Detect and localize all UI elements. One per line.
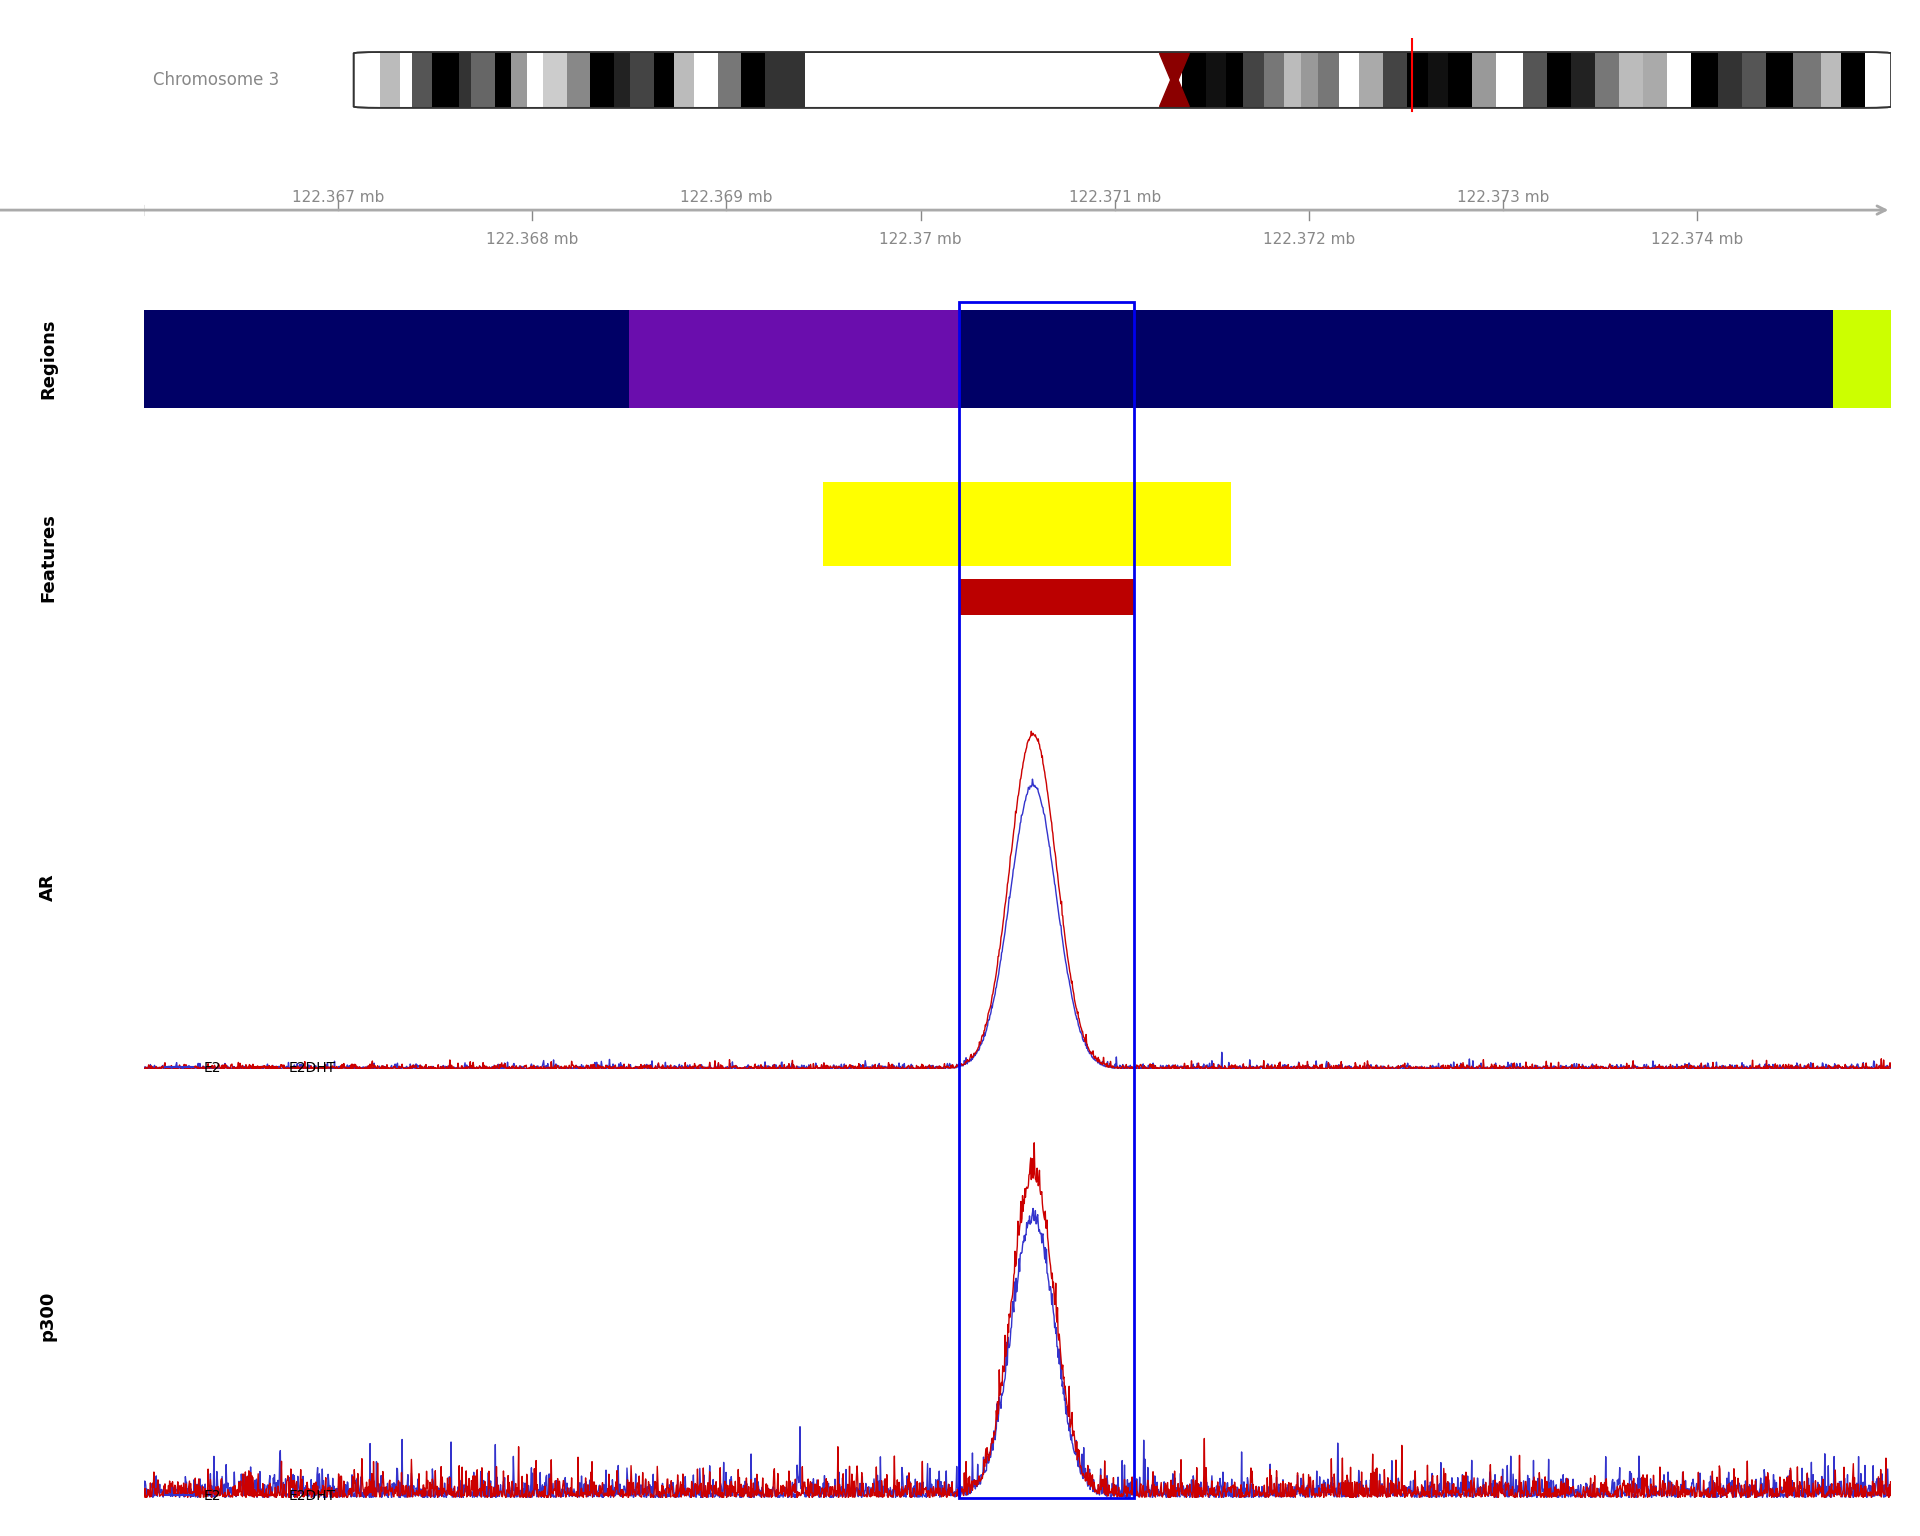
Bar — [630, 310, 960, 409]
Text: 122.373 mb: 122.373 mb — [1457, 189, 1549, 204]
Legend: E2, E2DHT: E2, E2DHT — [159, 1484, 342, 1508]
Bar — [960, 579, 1135, 616]
Bar — [1302, 54, 1319, 106]
Bar — [1667, 54, 1692, 106]
Bar — [1834, 310, 1891, 409]
Bar — [1571, 54, 1596, 106]
Bar — [1741, 54, 1766, 106]
Bar — [1359, 54, 1384, 106]
Bar — [1523, 54, 1548, 106]
Bar — [470, 54, 495, 106]
Text: 122.367 mb: 122.367 mb — [292, 189, 384, 204]
Bar — [674, 54, 693, 106]
Bar — [144, 310, 630, 409]
Bar — [1619, 54, 1644, 106]
Text: 122.368 mb: 122.368 mb — [486, 232, 578, 247]
Bar — [655, 54, 674, 106]
Bar — [1244, 54, 1263, 106]
Bar — [1548, 54, 1571, 106]
Text: 122.369 mb: 122.369 mb — [680, 189, 772, 204]
Bar — [1793, 54, 1820, 106]
Text: 122.37 mb: 122.37 mb — [879, 232, 962, 247]
Bar — [1206, 54, 1227, 106]
Bar — [1820, 54, 1841, 106]
Polygon shape — [1160, 54, 1188, 106]
Bar — [459, 54, 470, 106]
Bar — [380, 54, 399, 106]
Bar — [718, 54, 741, 106]
Bar — [1183, 54, 1206, 106]
Bar — [1644, 54, 1667, 106]
Bar — [1263, 54, 1284, 106]
Bar — [1473, 54, 1496, 106]
Text: 122.372 mb: 122.372 mb — [1263, 232, 1356, 247]
Bar — [1319, 54, 1338, 106]
Bar — [693, 54, 718, 106]
FancyBboxPatch shape — [353, 52, 1891, 108]
Bar — [824, 482, 1231, 565]
Bar — [630, 54, 655, 106]
Text: 122.371 mb: 122.371 mb — [1069, 189, 1162, 204]
Text: Regions: Regions — [38, 319, 58, 399]
Bar — [1338, 54, 1359, 106]
Bar — [495, 54, 511, 106]
Bar — [411, 54, 432, 106]
Bar — [432, 54, 459, 106]
Legend: E2, E2DHT: E2, E2DHT — [159, 1055, 342, 1080]
Text: Chromosome 3: Chromosome 3 — [154, 71, 278, 89]
Bar — [399, 54, 411, 106]
Text: p300: p300 — [38, 1292, 58, 1341]
Bar — [543, 54, 566, 106]
Bar — [1841, 54, 1864, 106]
Bar — [1496, 54, 1523, 106]
Text: AR: AR — [38, 874, 58, 902]
Bar — [766, 54, 804, 106]
Bar — [1718, 54, 1741, 106]
Bar — [1766, 54, 1793, 106]
Bar — [614, 54, 630, 106]
Bar — [511, 54, 526, 106]
Bar — [591, 54, 614, 106]
Bar — [960, 310, 1834, 409]
Bar — [1692, 54, 1718, 106]
Bar — [1407, 54, 1428, 106]
Text: Features: Features — [38, 513, 58, 602]
Bar — [1284, 54, 1302, 106]
Bar — [1227, 54, 1244, 106]
Bar — [741, 54, 766, 106]
Bar — [566, 54, 591, 106]
Bar — [1428, 54, 1448, 106]
Bar — [526, 54, 543, 106]
Text: 122.374 mb: 122.374 mb — [1651, 232, 1743, 247]
Bar — [1596, 54, 1619, 106]
Bar — [1384, 54, 1407, 106]
Bar — [1448, 54, 1473, 106]
